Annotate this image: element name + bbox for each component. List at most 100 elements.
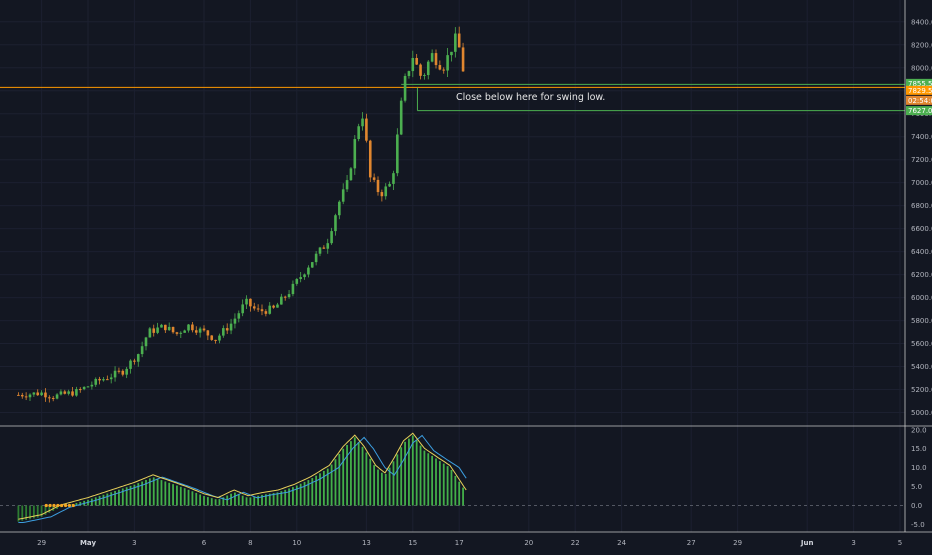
candle-body [160, 324, 163, 328]
signal-dot [71, 503, 75, 508]
signal-line-fast [18, 432, 467, 520]
oscillator-bar [377, 469, 379, 506]
price-tick-label: 6800.0 [911, 202, 932, 210]
candle-body [326, 243, 330, 249]
candle-body [419, 64, 422, 76]
candle-body [461, 47, 465, 72]
candle-body [210, 335, 214, 340]
candle-body [78, 389, 82, 391]
signal-dot [44, 503, 48, 508]
candle-body [307, 267, 310, 275]
candle-body [106, 379, 109, 381]
candle-body [368, 140, 372, 178]
oscillator-bar [411, 435, 414, 506]
candle-body [202, 328, 206, 331]
candle-body [345, 180, 349, 190]
candle-body [314, 253, 318, 263]
candle-body [426, 61, 430, 76]
candle-body [148, 328, 152, 338]
candle-body [310, 262, 314, 268]
oscillator-panel [0, 425, 932, 523]
price-tick-label: 5200.0 [911, 386, 932, 394]
oscillator-bar [435, 458, 437, 506]
oscillator-bar [148, 478, 151, 506]
time-tick-label: 22 [571, 539, 580, 547]
candle-body [125, 368, 128, 375]
candle-body [32, 392, 36, 395]
oscillator-bar [350, 441, 352, 506]
time-tick-label: 17 [455, 539, 464, 547]
oscillator-bar [431, 455, 434, 506]
oscillator-bar [40, 505, 43, 517]
candle-body [40, 392, 43, 396]
oscillator-bar [404, 441, 406, 506]
candle-body [303, 274, 306, 278]
candle-body [198, 328, 202, 333]
oscillator-bar [118, 489, 120, 506]
price-tick-label: 6000.0 [911, 294, 932, 302]
candle-body [109, 377, 113, 380]
candle-body [264, 311, 268, 314]
oscillator-bar [214, 499, 217, 506]
oscillator-bar [226, 495, 229, 506]
candle-body [384, 186, 388, 197]
candle-body [260, 309, 264, 312]
oscillator-bar [284, 489, 287, 506]
candle-body [256, 308, 260, 310]
candle-body [222, 328, 225, 336]
oscillator-bar [261, 494, 263, 506]
candle-body [86, 386, 90, 388]
oscillator-bar [145, 479, 147, 506]
oscillator-bar [322, 470, 325, 506]
candle-body [446, 55, 449, 71]
candle-body [392, 173, 395, 184]
candle-body [442, 69, 446, 71]
candle-body [187, 324, 190, 331]
candle-body [17, 394, 20, 396]
oscillator-bar [36, 505, 39, 518]
oscillator-bar [183, 488, 186, 506]
oscillator-bar [245, 497, 248, 506]
oscillator-bar [353, 437, 356, 506]
candle-body [156, 327, 159, 333]
oscillator-bar [164, 481, 167, 506]
candle-body [353, 139, 357, 169]
candle-body [28, 394, 32, 398]
candle-body [396, 134, 399, 174]
oscillator-bar [222, 497, 225, 506]
oscillator-bar [400, 447, 403, 506]
candle-body [36, 392, 40, 396]
price-tick-label: 8200.0 [911, 41, 932, 49]
candle-body [411, 57, 415, 72]
candle-body [380, 192, 384, 197]
oscillator-bar [179, 486, 182, 506]
price-tag-lower: 7627.0 [908, 107, 932, 115]
oscillator-bar [342, 448, 345, 506]
oscillator-bar [79, 501, 82, 506]
oscillator-bar [427, 453, 430, 506]
candle-body [403, 75, 407, 101]
price-tick-label: 7400.0 [911, 133, 932, 141]
grid-lines [0, 0, 905, 532]
oscillator-tick-label: 5.0 [911, 483, 922, 491]
candle-body [183, 330, 186, 333]
oscillator-bar [176, 485, 178, 506]
candle-body [218, 335, 221, 341]
candle-body [48, 397, 51, 399]
oscillator-bar [168, 482, 171, 506]
oscillator-tick-label: -5.0 [911, 521, 925, 529]
candle-body [457, 33, 461, 48]
oscillator-bar [21, 505, 24, 521]
time-tick-label: 3 [851, 539, 855, 547]
oscillator-bar [218, 499, 221, 506]
signal-dot [60, 503, 64, 508]
candle-body [71, 391, 74, 396]
time-tick-label: 10 [292, 539, 301, 547]
oscillator-bar [373, 465, 376, 506]
candle-body [450, 51, 453, 56]
oscillator-bar [419, 445, 422, 506]
time-tick-label: 20 [524, 539, 533, 547]
